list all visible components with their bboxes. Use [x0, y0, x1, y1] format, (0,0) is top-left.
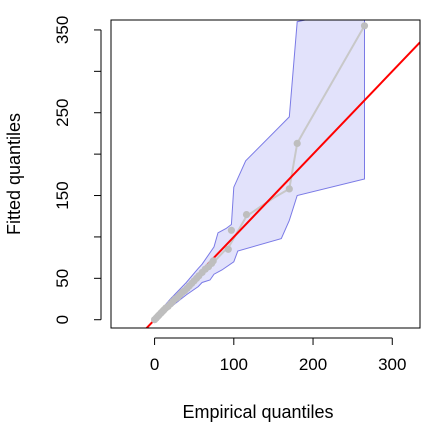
data-point	[285, 185, 293, 193]
x-tick-label: 100	[220, 355, 248, 374]
axes: 0 100 200 300 0 50 150 250 350	[53, 16, 406, 374]
x-axis-title: Empirical quantiles	[182, 402, 333, 422]
data-point	[360, 22, 369, 30]
x-tick-label: 300	[378, 355, 406, 374]
data-point	[224, 245, 232, 253]
plot-frame	[110, 19, 421, 329]
data-point	[227, 226, 235, 234]
data-point	[293, 139, 301, 147]
y-tick-label: 150	[53, 181, 72, 209]
y-tick-label: 50	[53, 269, 72, 288]
y-axis-title: Fitted quantiles	[4, 113, 24, 235]
data-point	[209, 257, 217, 265]
data-point	[242, 211, 251, 219]
x-tick-label: 200	[299, 355, 327, 374]
confidence-band	[154, 20, 365, 324]
y-tick-label: 0	[53, 315, 72, 324]
y-tick-label: 350	[53, 16, 72, 44]
y-tick-label: 250	[53, 99, 72, 127]
x-tick-label: 0	[150, 355, 159, 374]
plot-area	[145, 20, 420, 328]
